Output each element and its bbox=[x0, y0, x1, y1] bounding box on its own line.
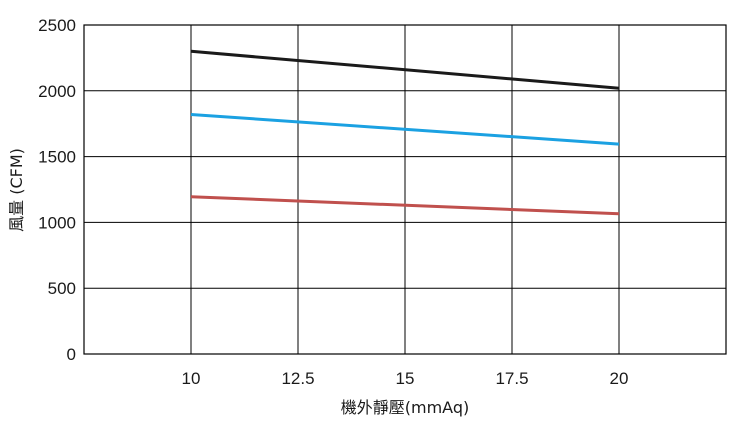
x-tick-label: 17.5 bbox=[495, 369, 528, 388]
y-tick-label: 0 bbox=[67, 345, 76, 364]
y-tick-label: 2000 bbox=[38, 82, 76, 101]
y-tick-labels: 0 500 1000 1500 2000 2500 bbox=[38, 16, 76, 364]
y-tick-label: 1000 bbox=[38, 213, 76, 232]
x-tick-label: 12.5 bbox=[281, 369, 314, 388]
y-tick-label: 2500 bbox=[38, 16, 76, 35]
x-tick-label: 10 bbox=[182, 369, 201, 388]
series-line-1 bbox=[190, 49, 620, 90]
series-line-2 bbox=[190, 113, 620, 146]
grid-layer bbox=[84, 24, 726, 354]
x-tick-label: 20 bbox=[610, 369, 629, 388]
y-tick-label: 500 bbox=[48, 279, 76, 298]
series-line-3 bbox=[190, 195, 620, 216]
x-tick-labels: 10 12.5 15 17.5 20 bbox=[182, 369, 629, 388]
plot-frame bbox=[83, 24, 727, 355]
x-axis-title: 機外靜壓(mmAq) bbox=[341, 398, 469, 417]
x-tick-label: 15 bbox=[396, 369, 415, 388]
series-layer bbox=[190, 49, 620, 216]
y-axis-title: 風量 (CFM) bbox=[7, 148, 26, 232]
y-tick-label: 1500 bbox=[38, 148, 76, 167]
